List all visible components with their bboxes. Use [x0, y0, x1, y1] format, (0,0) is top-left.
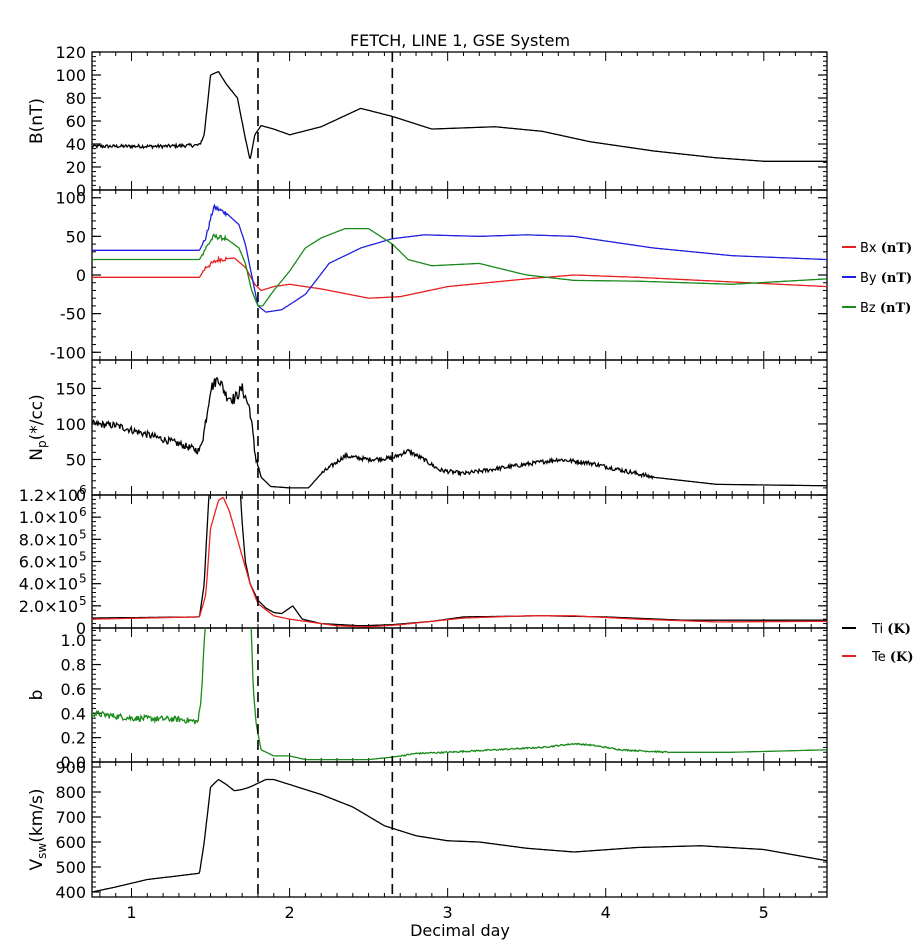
x-tick-label: 2	[284, 903, 294, 922]
y-tick-label: 400	[55, 883, 86, 902]
y-tick-label: 150	[55, 379, 86, 398]
y-tick-label: 1.0	[61, 631, 86, 650]
y-tick-exponent: 5	[79, 594, 87, 608]
y-tick-label: 6.0×10	[19, 553, 78, 572]
panel-beta: 0.0 0.2 0.4 0.6 0.8 1.0 b	[27, 627, 828, 772]
y-tick-label: 2.0×10	[19, 597, 78, 616]
y-tick-label: 800	[55, 783, 86, 802]
y-tick-label: 120	[55, 43, 86, 62]
series-group	[92, 203, 827, 313]
y-tick-exponent: 5	[79, 527, 87, 541]
series-group	[92, 376, 827, 489]
y-tick-exponent: 6	[79, 483, 87, 497]
legends: Bx (nT) By (nT) Bz (nT) Ti (K) Te (K)	[842, 241, 913, 665]
series-group	[92, 495, 827, 628]
y-tick-label: -50	[60, 305, 86, 324]
y-tick-label: 0.2	[61, 729, 86, 748]
y-tick-label: 4.0×10	[19, 575, 78, 594]
y-tick-label: 50	[66, 450, 86, 469]
y-tick-label: 40	[66, 135, 86, 154]
y-tick-label: 100	[55, 189, 86, 208]
y-tick-label: 50	[66, 227, 86, 246]
y-tick-exponent: 5	[79, 572, 87, 586]
series-line	[92, 628, 827, 761]
legend-entry: By (nT)	[860, 271, 912, 286]
y-tick-label: 0	[76, 266, 86, 285]
series-group	[92, 778, 827, 893]
legend-entry: Bx (nT)	[860, 241, 912, 256]
y-tick-label: 0	[76, 181, 86, 200]
y-tick-label: 900	[55, 758, 86, 777]
x-tick-label: 1	[126, 903, 136, 922]
series-group	[92, 71, 827, 162]
panel-T: 02.0×10 54.0×10 56.0×10 58.0×10 51.0×10 61.2×…	[19, 483, 828, 638]
panel-B: 0 20 40 60 80 100 120 B(nT)	[27, 43, 828, 200]
y-tick-exponent: 5	[79, 550, 87, 564]
y-tick-label: 8.0×10	[19, 530, 78, 549]
x-tick-label: 4	[601, 903, 611, 922]
y-tick-label: 0.6	[61, 680, 86, 699]
x-axis: 1 2 3 4 5	[126, 903, 768, 922]
legend-entry: Ti (K)	[871, 622, 911, 637]
x-tick-label: 5	[759, 903, 769, 922]
series-line	[92, 227, 827, 307]
y-tick-label: 0.8	[61, 656, 86, 675]
panel-Vsw: 400 500 600 700 800 900 Vsw(km/s)	[27, 758, 828, 902]
series-line	[92, 376, 827, 489]
y-axis-label: Vsw(km/s)	[27, 789, 49, 871]
panel-frame	[91, 627, 828, 763]
panel-frame	[91, 359, 828, 496]
chart-title: FETCH, LINE 1, GSE System	[350, 31, 570, 50]
y-tick-label: 1.2×10	[19, 486, 78, 505]
legend-entry: Bz (nT)	[860, 301, 911, 316]
y-tick-label: 1.0×10	[19, 508, 78, 527]
y-tick-label: 600	[55, 833, 86, 852]
y-tick-label: 20	[66, 158, 86, 177]
y-tick-label: 700	[55, 808, 86, 827]
panel-frame	[91, 51, 828, 191]
y-axis-label: B(nT)	[27, 98, 47, 144]
series-line	[92, 255, 827, 299]
y-axis-label: Np(*/cc)	[27, 394, 49, 461]
y-axis-label: b	[27, 690, 47, 701]
y-tick-exponent: 6	[79, 505, 87, 519]
legend-entry: Te (K)	[871, 650, 913, 665]
y-tick-label: -100	[50, 343, 86, 362]
panel-frame	[91, 189, 828, 361]
panels: 020406080100120B(nT)-100-500501000501001…	[19, 43, 828, 902]
y-tick-label: 60	[66, 112, 86, 131]
y-tick-label: 100	[55, 415, 86, 434]
y-tick-label: 100	[55, 66, 86, 85]
series-line	[92, 203, 827, 313]
series-line	[92, 71, 827, 162]
y-tick-label: 80	[66, 89, 86, 108]
panel-Np: 0 50 100 150 Np(*/cc)	[27, 359, 828, 505]
y-tick-label: 0	[76, 619, 86, 638]
series-group	[92, 628, 827, 761]
y-tick-label: 0.0	[61, 753, 86, 772]
series-line	[92, 496, 827, 628]
y-tick-label: 500	[55, 858, 86, 877]
x-axis-label: Decimal day	[410, 921, 510, 940]
panel-Bxyz: -100 -50 0 50 100	[50, 189, 828, 362]
y-tick-label: 0.4	[61, 704, 86, 723]
series-line	[92, 495, 827, 627]
series-line	[92, 778, 827, 893]
panel-frame	[91, 761, 828, 898]
x-tick-label: 3	[443, 903, 453, 922]
y-tick-label: 0	[76, 486, 86, 505]
